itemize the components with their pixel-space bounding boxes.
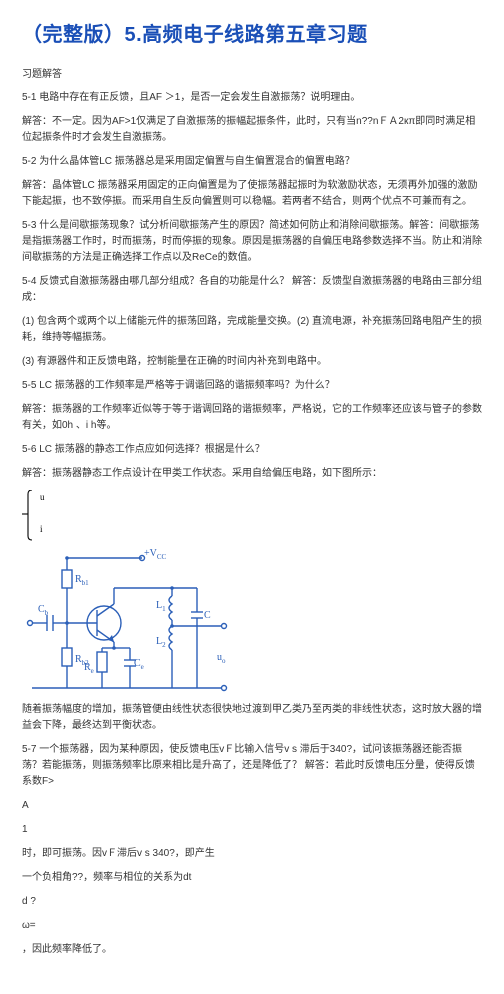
label-l2: L2 [156, 636, 166, 649]
document-page: （完整版）5.高频电子线路第五章习题 习题解答 5-1 电路中存在有正反馈，且A… [0, 0, 504, 994]
section-heading: 习题解答 [22, 65, 482, 80]
label-plus-v: +VCC [144, 548, 167, 561]
label-re: Re [84, 662, 94, 675]
para-line1: 时，即可振荡。因vＦ滞后v s 340?，即产生 [22, 846, 482, 862]
para-5-4-q: 5-4 反馈式自激振荡器由哪几部分组成？各自的功能是什么？ 解答：反馈型自激振荡… [22, 274, 482, 306]
figure-circuit: +VCC Cb Rb1 Rb2 Re Ce L1 L2 C uo [22, 548, 482, 698]
para-A: A [22, 798, 482, 814]
svg-text:u: u [40, 492, 45, 502]
label-uo: uo [217, 652, 226, 665]
para-5-1-q: 5-1 电路中存在有正反馈，且AF ＞1，是否一定会发生自激振荡？说明理由。 [22, 90, 482, 106]
para-5-5-a: 解答：振荡器的工作频率近似等于等于谐调回路的谐振频率，严格说，它的工作频率还应该… [22, 402, 482, 434]
para-5-7: 5-7 一个振荡器，因为某种原因，使反馈电压vＦ比输入信号v s 滞后于340?… [22, 742, 482, 790]
label-rb1: Rb1 [75, 574, 89, 587]
para-5-4-a1: (1) 包含两个或两个以上储能元件的振荡回路，完成能量交换。(2) 直流电源，补… [22, 314, 482, 346]
label-ce: Ce [134, 658, 144, 671]
label-cb: Cb [38, 604, 49, 617]
para-5-6-a: 解答：振荡器静态工作点设计在甲类工作状态。采用自给偏压电路，如下图所示： [22, 466, 482, 482]
svg-text:i: i [40, 524, 43, 534]
para-5-4-a2: (3) 有源器件和正反馈电路，控制能量在正确的时间内补充到电路中。 [22, 354, 482, 370]
figure-small-symbol: u i [22, 490, 482, 542]
para-1: 1 [22, 822, 482, 838]
para-5-2-a: 解答：晶体管LC 振荡器采用固定的正向偏置是为了使振荡器起振时为软激励状态，无须… [22, 178, 482, 210]
para-5-2-q: 5-2 为什么晶体管LC 振荡器总是采用固定偏置与自生偏置混合的偏置电路？ [22, 154, 482, 170]
para-5-1-a: 解答：不一定。因为AF>1仅满足了自激振荡的振幅起振条件，此时，只有当n??nＦ… [22, 114, 482, 146]
para-line2: 一个负相角??，频率与相位的关系为dt [22, 870, 482, 886]
para-last: ，因此频率降低了。 [22, 942, 482, 958]
page-title: （完整版）5.高频电子线路第五章习题 [22, 18, 482, 47]
para-d: d ? [22, 894, 482, 910]
para-5-5-q: 5-5 LC 振荡器的工作频率是严格等于调谐回路的谐振频率吗？为什么？ [22, 378, 482, 394]
para-5-6-q: 5-6 LC 振荡器的静态工作点应如何选择？根据是什么？ [22, 442, 482, 458]
para-after-figure: 随着振荡幅度的增加，振荡管便由线性状态很快地过渡到甲乙类乃至丙类的非线性状态，这… [22, 702, 482, 734]
label-c: C [204, 610, 211, 621]
para-omega: ω= [22, 918, 482, 934]
label-l1: L1 [156, 600, 166, 613]
para-5-3: 5-3 什么是间歇振荡现象？试分析间歇振荡产生的原因？简述如何防止和消除间歇振荡… [22, 218, 482, 266]
